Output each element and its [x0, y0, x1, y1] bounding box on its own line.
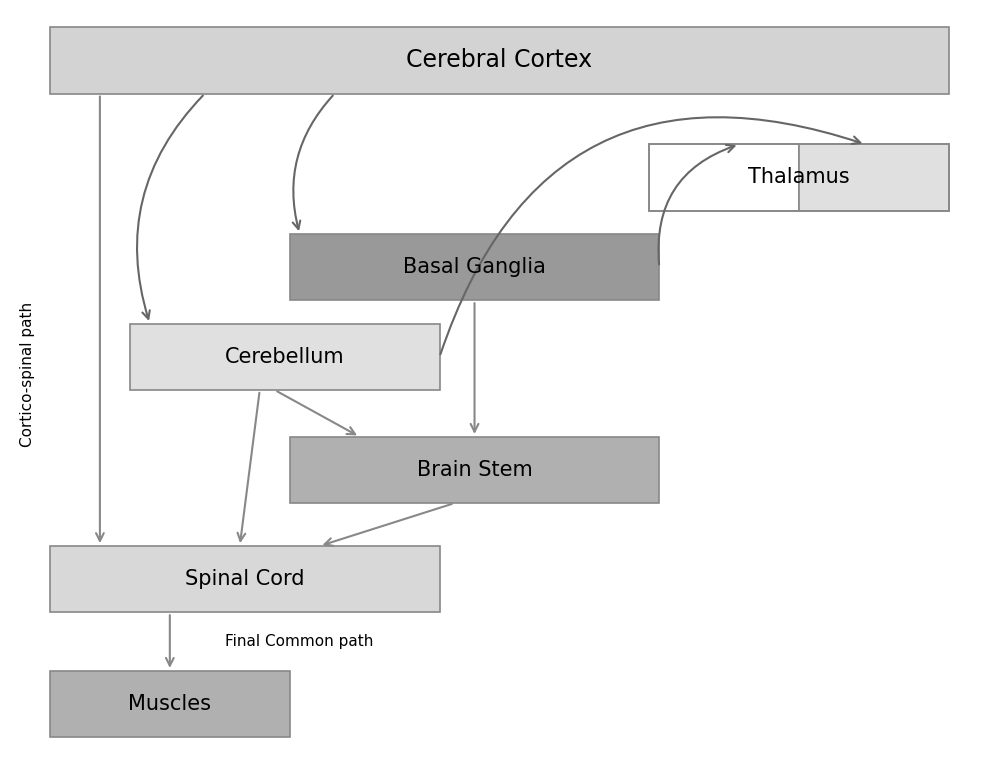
Bar	[50, 671, 290, 737]
Text: Basal Ganglia: Basal Ganglia	[403, 257, 546, 277]
Text: Spinal Cord: Spinal Cord	[185, 569, 305, 589]
Bar	[130, 324, 440, 390]
Bar	[290, 437, 659, 503]
Text: Cerebral Cortex: Cerebral Cortex	[407, 48, 592, 73]
Bar	[649, 144, 799, 211]
Text: Brain Stem: Brain Stem	[417, 460, 532, 480]
Text: Thalamus: Thalamus	[748, 168, 850, 187]
Bar	[649, 144, 949, 211]
Bar	[799, 144, 949, 211]
Text: Cortico-spinal path: Cortico-spinal path	[20, 302, 36, 447]
Text: Cerebellum: Cerebellum	[225, 347, 345, 367]
Bar	[290, 234, 659, 300]
Text: Final Common path: Final Common path	[225, 634, 374, 649]
Bar	[50, 546, 440, 612]
Text: Muscles: Muscles	[128, 694, 212, 714]
Bar	[50, 27, 949, 94]
